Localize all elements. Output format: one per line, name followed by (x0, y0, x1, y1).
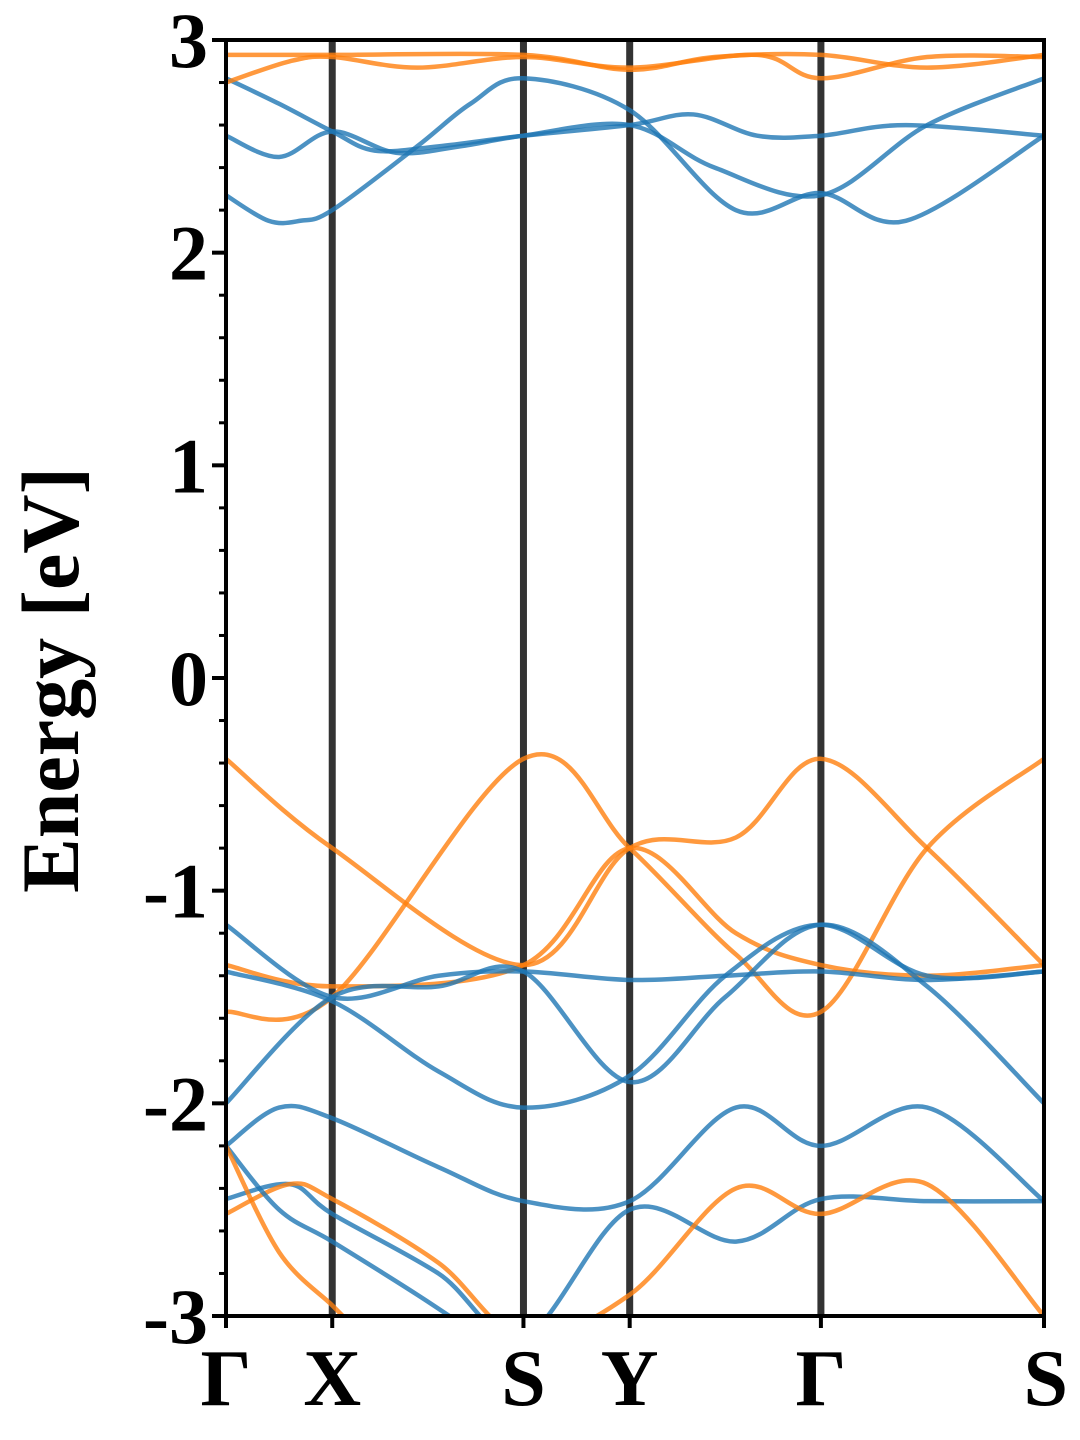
band-line-2 (226, 76, 1044, 154)
x-tick-label-5: S (1024, 1335, 1069, 1423)
x-tick-label-1: X (303, 1335, 361, 1423)
high-symmetry-lines (328, 40, 825, 1316)
band-line-7 (226, 845, 1044, 989)
band-line-12 (226, 1181, 1044, 1316)
y-tick-label: -3 (143, 1273, 208, 1360)
x-tick-label-3: Y (601, 1335, 659, 1423)
y-tick-label: 2 (169, 210, 208, 297)
y-tick-label: -2 (143, 1060, 208, 1147)
y-tick-label: -1 (143, 848, 208, 935)
band-line-13 (226, 1178, 1044, 1316)
x-tick-label-2: S (501, 1335, 546, 1423)
band-line-0 (226, 76, 1044, 226)
band-line-8 (226, 922, 1044, 1001)
band-line-10 (226, 922, 1044, 1105)
band-line-14 (226, 1144, 454, 1316)
y-tick-label: 0 (169, 635, 208, 722)
band-lines (226, 51, 1044, 1316)
y-tick-label: 3 (169, 0, 208, 84)
x-tick-label-0: Γ (201, 1335, 252, 1423)
y-tick-label: 1 (169, 422, 208, 509)
band-line-6 (226, 751, 1044, 1023)
band-line-11 (226, 1103, 1044, 1212)
y-axis-label: Energy [eV] (5, 467, 96, 893)
band-line-15 (226, 1144, 347, 1316)
band-line-5 (226, 756, 1044, 968)
x-tick-label-4: Γ (795, 1335, 846, 1423)
band-line-1 (226, 76, 1044, 199)
y-axis-ticks: -3 -2 -1 0 1 2 3 (143, 0, 226, 1360)
band-line-4 (226, 51, 1044, 73)
